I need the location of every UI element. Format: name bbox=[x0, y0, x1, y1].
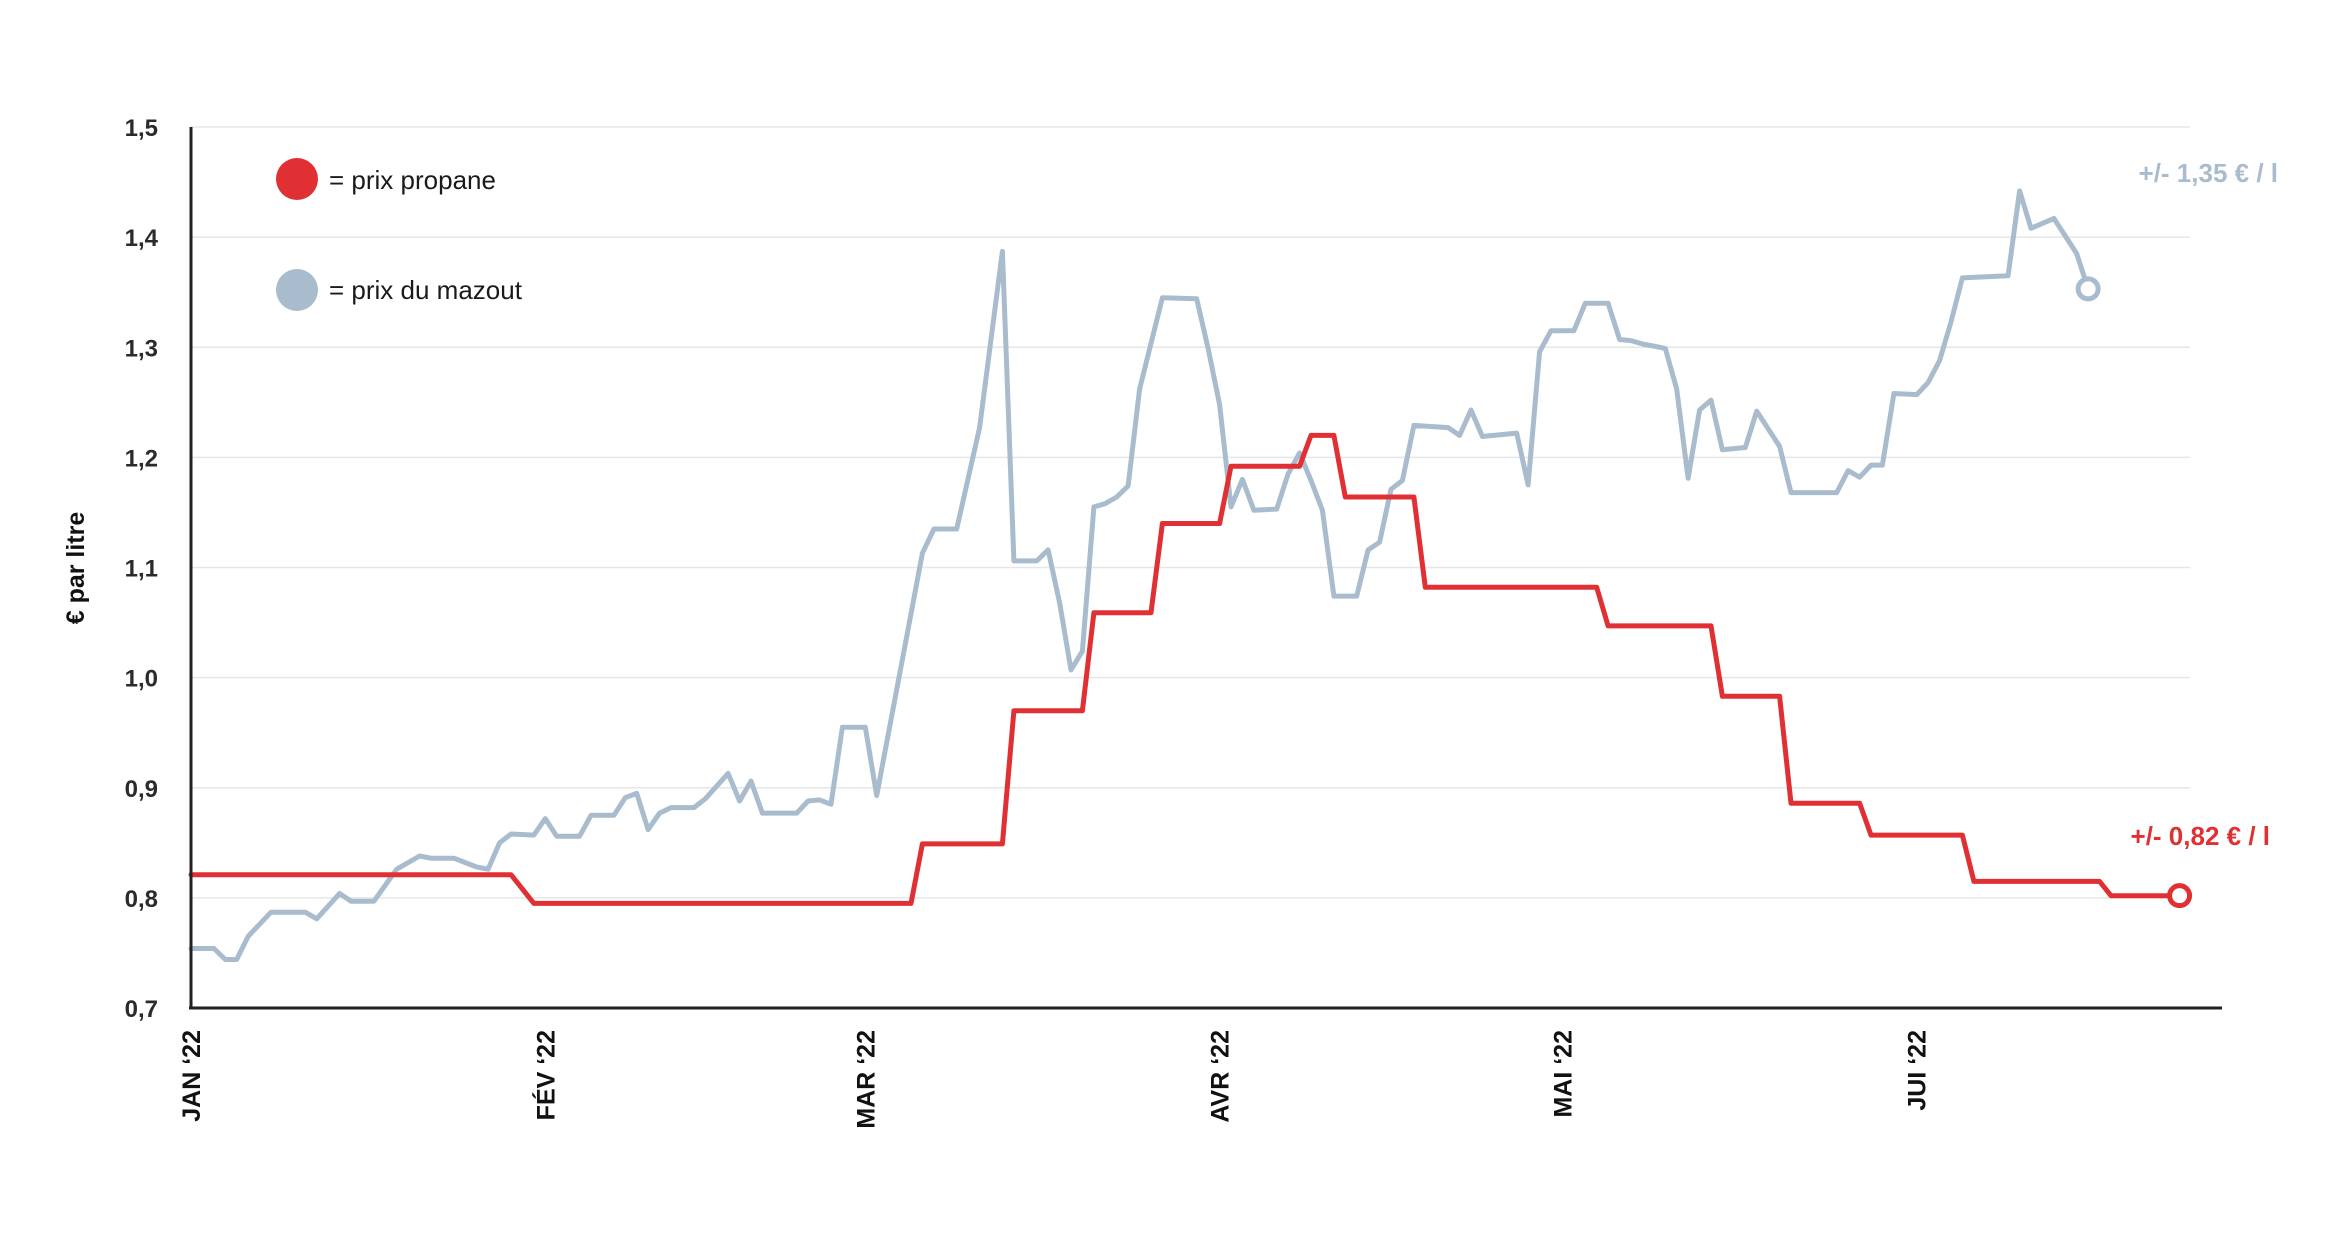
legend-label-propane: = prix propane bbox=[329, 165, 496, 195]
y-tick-label: 1,1 bbox=[125, 556, 158, 583]
gridlines bbox=[191, 126, 2190, 899]
series-layer bbox=[188, 188, 2193, 962]
legend: = prix propane = prix du mazout bbox=[276, 158, 523, 311]
y-axis-title: € par litre bbox=[62, 512, 90, 625]
series-end-marker-propane bbox=[2167, 883, 2193, 909]
y-tick-label: 0,7 bbox=[125, 996, 158, 1023]
y-tick-labels: 0,7 0,8 0,9 1,0 1,1 1,2 1,3 1,4 1,5 bbox=[125, 115, 159, 1023]
x-month-label: AVR ‘22 bbox=[1207, 1030, 1235, 1123]
y-tick-label: 1,5 bbox=[125, 115, 158, 142]
series-line-propane bbox=[188, 432, 2183, 906]
x-month-label: JUI ‘22 bbox=[1904, 1030, 1932, 1111]
x-month-labels: JAN ‘22 FÉV ‘22 MAR ‘22 AVR ‘22 MAI ‘22 JUI ‘… bbox=[178, 1030, 1932, 1129]
series-line-mazout bbox=[188, 188, 2091, 962]
x-month-label: JAN ‘22 bbox=[178, 1030, 206, 1122]
legend-marker-mazout bbox=[276, 269, 318, 311]
x-month-label: MAI ‘22 bbox=[1549, 1030, 1577, 1118]
series-end-marker-mazout bbox=[2075, 276, 2101, 302]
x-month-label: FÉV ‘22 bbox=[531, 1030, 560, 1120]
y-tick-label: 1,2 bbox=[125, 445, 158, 472]
legend-label-mazout: = prix du mazout bbox=[329, 275, 523, 305]
y-tick-label: 0,8 bbox=[125, 886, 158, 913]
end-label-propane: +/- 0,82 € / l bbox=[2131, 821, 2270, 851]
legend-marker-propane bbox=[276, 158, 318, 200]
y-tick-label: 1,0 bbox=[125, 666, 158, 693]
axes bbox=[189, 127, 2222, 1010]
y-tick-label: 0,9 bbox=[125, 776, 158, 803]
end-label-mazout: +/- 1,35 € / l bbox=[2139, 158, 2278, 188]
y-tick-label: 1,3 bbox=[125, 335, 158, 362]
x-month-label: MAR ‘22 bbox=[852, 1030, 880, 1129]
y-tick-label: 1,4 bbox=[125, 225, 159, 252]
